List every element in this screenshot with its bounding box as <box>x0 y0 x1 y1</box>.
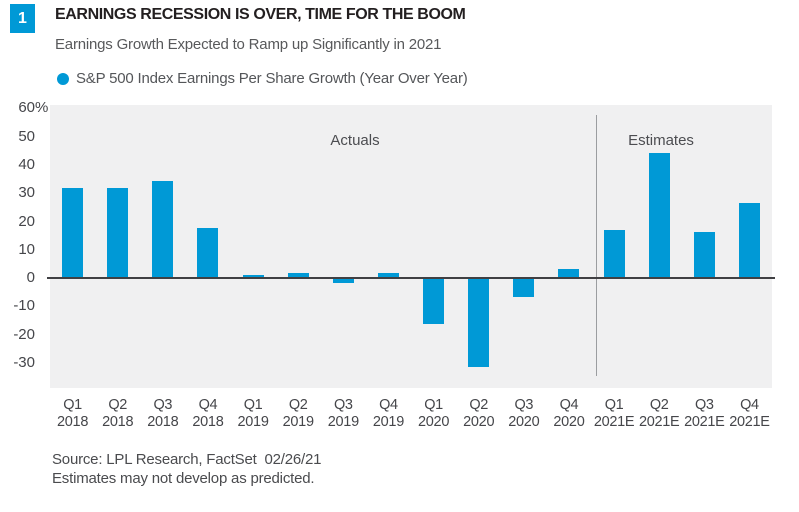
bar-q3-2018 <box>152 181 174 278</box>
actuals-label: Actuals <box>330 132 380 149</box>
x-tick-label: Q2 2019 <box>282 397 314 430</box>
legend: S&P 500 Index Earnings Per Share Growth … <box>57 70 468 87</box>
legend-label: S&P 500 Index Earnings Per Share Growth … <box>76 70 468 87</box>
y-tick-label: 20 <box>18 212 35 230</box>
bar-q4-2020 <box>558 269 580 278</box>
disclaimer-text: Estimates may not develop as predicted. <box>52 470 315 487</box>
bar-q4-2018 <box>197 228 219 278</box>
x-tick-label: Q4 2018 <box>192 397 224 430</box>
y-tick-label: 30 <box>18 184 35 202</box>
series-marker-icon <box>57 72 69 85</box>
bar-q2-2018 <box>107 188 129 278</box>
zero-axis-line <box>47 276 775 279</box>
y-tick-label: -10 <box>13 297 35 315</box>
estimates-label: Estimates <box>628 132 694 149</box>
chart-subtitle: Earnings Growth Expected to Ramp up Sign… <box>55 36 442 53</box>
x-axis: Q1 2018 Q2 2018 Q3 2018 Q4 2018 Q1 2019 Q2 2019 Q3 20… <box>50 397 772 431</box>
x-tick-label: Q1 2021E <box>593 397 635 430</box>
y-tick-label: 0 <box>26 269 35 287</box>
x-tick-label: Q1 2020 <box>418 397 450 430</box>
x-tick-label: Q1 2019 <box>237 397 269 430</box>
x-tick-label: Q3 2020 <box>508 397 540 430</box>
source-text: Source: LPL Research, FactSet 02/26/21 <box>52 451 322 468</box>
x-tick-label: Q3 2018 <box>147 397 179 430</box>
bar-q3-2020 <box>513 277 535 298</box>
x-tick-label: Q2 2018 <box>102 397 134 430</box>
bar-q3-2021e <box>693 232 715 278</box>
bar-q1-2019 <box>242 274 264 278</box>
percent-suffix: % <box>35 99 49 117</box>
x-tick-label: Q3 2019 <box>327 397 359 430</box>
bar-q4-2021e <box>738 202 760 278</box>
x-tick-label: Q4 2021E <box>729 397 770 430</box>
x-tick-label: Q3 2021E <box>684 397 725 430</box>
y-tick-label: -30 <box>13 354 35 372</box>
chart-title: EARNINGS RECESSION IS OVER, TIME FOR THE… <box>55 6 466 23</box>
bar-q1-2021e <box>603 229 625 278</box>
actuals-estimates-divider <box>595 115 597 376</box>
bar-q1-2020 <box>423 277 445 325</box>
bar-q1-2018 <box>62 188 84 278</box>
y-tick-label: -20 <box>13 325 35 343</box>
bar-q3-2019 <box>332 277 354 284</box>
bar-q2-2019 <box>287 273 309 278</box>
figure-number-badge: 1 <box>10 4 35 33</box>
y-tick-label: 10 <box>18 240 35 258</box>
y-tick-label: 50 <box>18 127 35 145</box>
bar-q2-2020 <box>468 277 490 367</box>
x-tick-label: Q2 2020 <box>463 397 495 430</box>
x-tick-label: Q4 2019 <box>372 397 404 430</box>
x-tick-label: Q4 2020 <box>553 397 585 430</box>
x-tick-label: Q1 2018 <box>57 397 89 430</box>
bar-q4-2019 <box>377 273 399 278</box>
y-tick-label: 40 <box>18 155 35 173</box>
x-tick-label: Q2 2021E <box>638 397 680 430</box>
y-tick-label: 60% <box>18 99 49 117</box>
bar-q2-2021e <box>648 153 670 278</box>
